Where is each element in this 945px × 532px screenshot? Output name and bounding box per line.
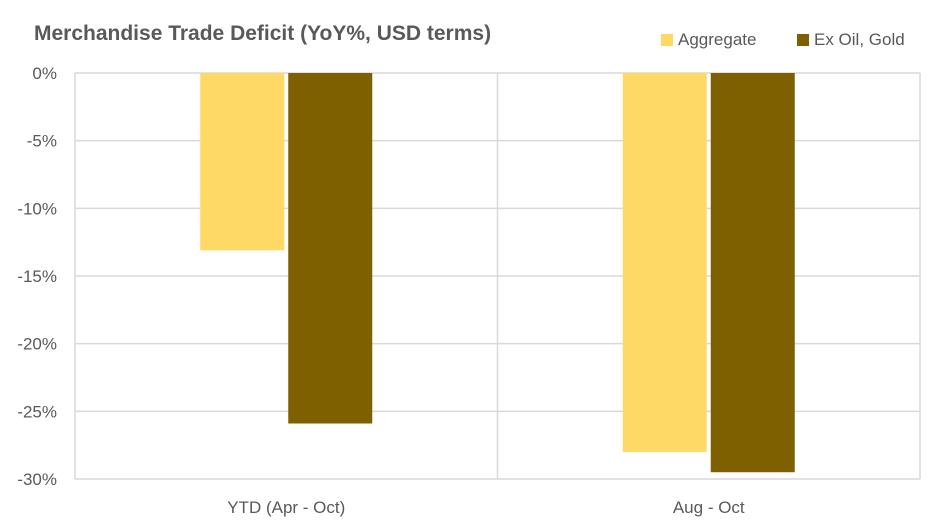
y-tick-label: -30% xyxy=(17,470,57,489)
bar-ex-oil-gold xyxy=(288,73,373,424)
bar-aggregate xyxy=(200,73,285,251)
y-tick-label: -15% xyxy=(17,267,57,286)
legend-swatch xyxy=(661,34,673,46)
bar-aggregate xyxy=(622,73,707,452)
legend-swatch xyxy=(797,34,809,46)
x-tick-label: Aug - Oct xyxy=(673,498,745,517)
y-tick-label: 0% xyxy=(32,64,57,83)
legend-item-aggregate: Aggregate xyxy=(661,30,756,50)
chart-title: Merchandise Trade Deficit (YoY%, USD ter… xyxy=(34,22,492,45)
y-tick-label: -20% xyxy=(17,335,57,354)
y-tick-label: -5% xyxy=(27,132,57,151)
legend-item-ex-oil-gold: Ex Oil, Gold xyxy=(797,30,905,50)
legend-label: Ex Oil, Gold xyxy=(814,30,905,49)
bar-ex-oil-gold xyxy=(710,73,795,473)
y-tick-label: -10% xyxy=(17,199,57,218)
y-tick-label: -25% xyxy=(17,402,57,421)
legend-label: Aggregate xyxy=(678,30,757,49)
x-tick-label: YTD (Apr - Oct) xyxy=(227,498,345,517)
